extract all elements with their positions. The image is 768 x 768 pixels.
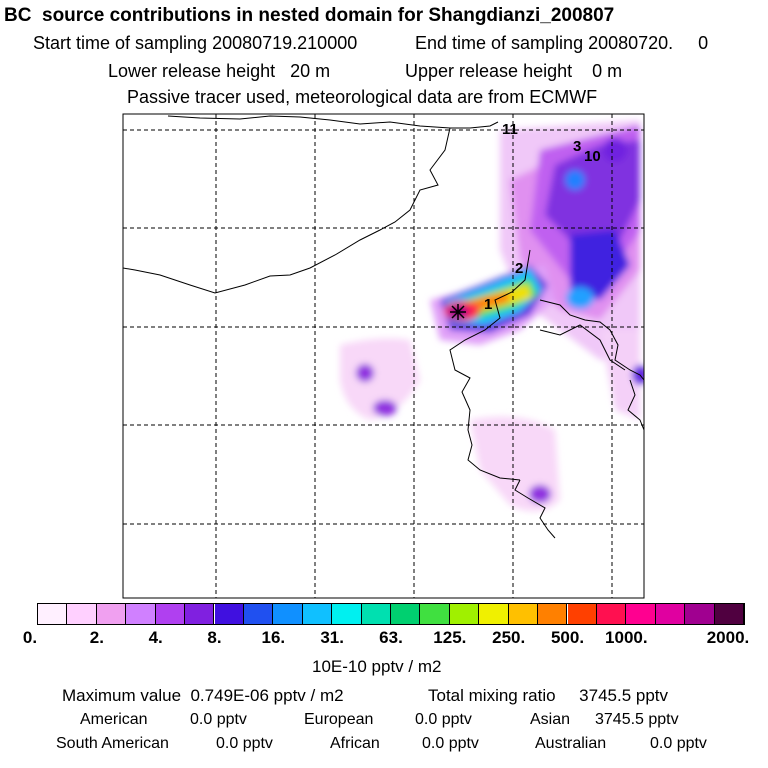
map-gridlines [123, 114, 644, 598]
colorbar-segment [391, 604, 421, 624]
colorbar-segment [126, 604, 156, 624]
colorbar-segment [685, 604, 715, 624]
asian-label: Asian [530, 711, 571, 728]
colorbar-segment [243, 604, 274, 624]
cluster-markers: 1 2 3 10 11 [484, 121, 601, 313]
colorbar-tick-label: 31. [320, 628, 344, 647]
marker-1: 1 [484, 296, 492, 313]
map-frame [122, 113, 645, 599]
end-time-label: End time of sampling 20080720. 0 [415, 33, 709, 53]
marker-2: 2 [515, 260, 523, 277]
max-value: Maximum value 0.749E-06 pptv / m2 [62, 686, 344, 705]
american-value: 0.0 pptv [190, 711, 247, 728]
total-mixing-ratio: Total mixing ratio 3745.5 pptv [428, 686, 669, 705]
african-label: African [330, 735, 380, 752]
colorbar-tick-label: 4. [148, 628, 163, 647]
colorbar-frame [37, 603, 745, 625]
colorbar-tick-label: 0. [22, 628, 38, 647]
colorbar-segment [538, 604, 568, 624]
colorbar-tick-label: 2000. [706, 628, 750, 647]
colorbar-segment [626, 604, 656, 624]
coastlines [123, 115, 644, 539]
colorbar-segment [214, 604, 244, 624]
colorbar-tick-label: 2. [89, 628, 104, 647]
start-time-label: Start time of sampling 20080719.210000 [33, 33, 358, 53]
colorbar-tick-label: 500. [550, 628, 585, 647]
colorbar-segment [567, 604, 597, 624]
australian-value: 0.0 pptv [650, 735, 707, 752]
colorbar-segment [155, 604, 186, 624]
colorbar-segment [655, 604, 686, 624]
colorbar-tick-label: 8. [207, 628, 222, 647]
asian-value: 3745.5 pptv [595, 711, 679, 728]
upper-release-height: Upper release height 0 m [405, 61, 623, 81]
colorbar-tick-label: 63. [379, 628, 403, 647]
marker-10: 10 [584, 148, 601, 165]
marker-11: 11 [502, 121, 518, 138]
colorbar-tick-label: 125. [433, 628, 467, 647]
colorbar-tick-label: 16. [261, 628, 286, 647]
lower-release-height: Lower release height 20 m [108, 61, 331, 81]
tracer-note: Passive tracer used, meteorological data… [127, 87, 598, 107]
colorbar-tick-label: 250. [492, 628, 526, 647]
colorbar-segment [185, 604, 215, 624]
colorbar-segment [596, 604, 627, 624]
marker-3: 3 [573, 138, 581, 155]
colorbar-segment [302, 604, 333, 624]
colorbar-segment [420, 604, 450, 624]
colorbar-unit: 10E-10 pptv / m2 [312, 657, 442, 676]
map-panel: 1 2 3 10 11 [122, 113, 645, 599]
colorbar-segment [714, 604, 744, 624]
european-value: 0.0 pptv [415, 711, 472, 728]
colorbar-tick-label: 1000. [605, 628, 648, 647]
map-title: BC source contributions in nested domain… [4, 5, 615, 26]
european-label: European [304, 711, 374, 728]
african-value: 0.0 pptv [422, 735, 479, 752]
concentration-field: 1 2 3 10 11 [123, 114, 644, 598]
colorbar-segment [38, 604, 68, 624]
australian-label: Australian [535, 735, 607, 752]
colorbar-segment [479, 604, 509, 624]
south-american-label: South American [56, 735, 169, 752]
colorbar-segment [508, 604, 539, 624]
colorbar-segment [273, 604, 303, 624]
colorbar-segment [96, 604, 127, 624]
american-label: American [80, 711, 148, 728]
colorbar-segment [449, 604, 480, 624]
colorbar-segment [361, 604, 391, 624]
colorbar-segment [332, 604, 362, 624]
receptor-site-icon [450, 304, 466, 320]
south-american-value: 0.0 pptv [216, 735, 273, 752]
colorbar-segment [67, 604, 97, 624]
